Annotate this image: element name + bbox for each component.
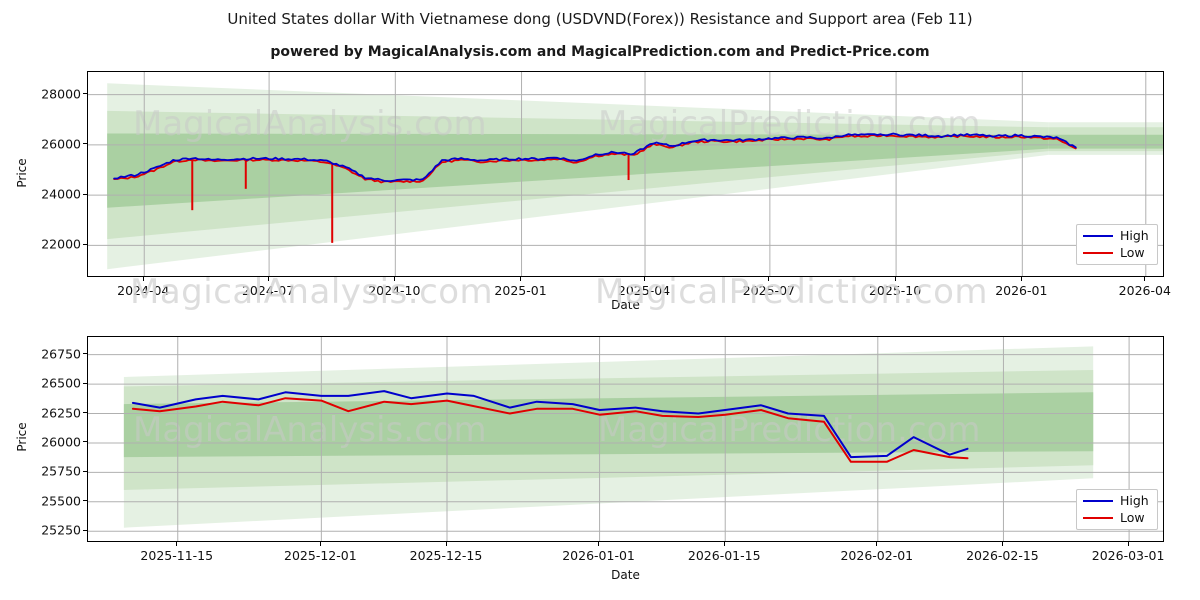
- svg-text:MagicalPrediction.com: MagicalPrediction.com: [598, 410, 981, 450]
- y-tick-label: 25250: [41, 522, 81, 538]
- svg-text:MagicalAnalysis.com: MagicalAnalysis.com: [133, 104, 487, 144]
- x-tick-label: 2026-01: [995, 283, 1048, 298]
- y-axis-label-top: Price: [15, 158, 29, 188]
- x-tick-label: 2026-03-01: [1091, 548, 1165, 563]
- zoom-chart-svg: MagicalAnalysis.com MagicalPrediction.com: [88, 337, 1163, 541]
- y-tick-mark: [83, 143, 87, 145]
- legend-swatch-low-zoom: [1083, 516, 1113, 519]
- legend-item-low[interactable]: Low: [1083, 244, 1149, 260]
- x-tick-mark: [1127, 542, 1129, 546]
- x-tick-label: 2026-04: [1118, 283, 1171, 298]
- x-tick-mark: [520, 277, 522, 281]
- x-tick-mark: [393, 277, 395, 281]
- x-tick-label: 2024-10: [368, 283, 421, 298]
- legend-label-low-zoom: Low: [1120, 509, 1145, 525]
- legend-label-low: Low: [1120, 244, 1145, 260]
- x-tick-label: 2025-10: [868, 283, 922, 298]
- x-axis-label-top: Date: [611, 298, 640, 312]
- x-tick-label: 2025-12-15: [409, 548, 483, 563]
- y-tick-label: 25500: [41, 493, 81, 509]
- x-tick-mark: [643, 277, 645, 281]
- legend-item-high[interactable]: High: [1083, 228, 1149, 243]
- legend-item-high-zoom[interactable]: High: [1083, 493, 1149, 508]
- legend-label-high: High: [1120, 228, 1149, 243]
- y-tick-mark: [83, 529, 87, 531]
- x-tick-mark: [768, 277, 770, 281]
- x-tick-label: 2025-07: [742, 283, 795, 298]
- x-tick-label: 2024-07: [241, 283, 295, 298]
- x-tick-mark: [267, 277, 269, 281]
- x-tick-mark: [723, 542, 725, 546]
- x-tick-mark: [1001, 542, 1003, 546]
- y-tick-mark: [83, 500, 87, 502]
- y-tick-mark: [83, 441, 87, 443]
- x-tick-mark: [1020, 277, 1022, 281]
- y-tick-mark: [83, 382, 87, 384]
- x-tick-mark: [598, 542, 600, 546]
- x-tick-mark: [142, 277, 144, 281]
- y-tick-mark: [83, 193, 87, 195]
- y-tick-label: 26000: [41, 136, 81, 152]
- y-tick-label: 24000: [41, 186, 81, 202]
- y-tick-label: 25750: [41, 463, 81, 479]
- y-tick-label: 26750: [41, 346, 81, 362]
- legend-label-high-zoom: High: [1120, 493, 1149, 508]
- plot-area-overview: MagicalAnalysis.com MagicalPrediction.com: [87, 71, 1164, 277]
- x-tick-label: 2025-12-01: [284, 548, 357, 563]
- y-axis-label-bottom: Price: [15, 422, 29, 452]
- x-tick-label: 2025-11-15: [140, 548, 214, 563]
- plot-area-zoom: MagicalAnalysis.com MagicalPrediction.com: [87, 336, 1164, 542]
- legend-swatch-high-zoom: [1083, 500, 1113, 503]
- x-tick-label: 2025-01: [494, 283, 547, 298]
- legend-item-low-zoom[interactable]: Low: [1083, 509, 1149, 525]
- page-subtitle: powered by MagicalAnalysis.com and Magic…: [270, 44, 930, 60]
- legend-overview[interactable]: High Low: [1076, 224, 1158, 265]
- x-tick-label: 2025-04: [617, 283, 671, 298]
- x-tick-label: 2024-04: [117, 283, 170, 298]
- page-title: United States dollar With Vietnamese don…: [227, 10, 973, 28]
- x-tick-label: 2026-01-15: [687, 548, 761, 563]
- x-tick-label: 2026-02-01: [840, 548, 914, 563]
- legend-swatch-low: [1083, 251, 1113, 254]
- x-tick-mark: [876, 542, 878, 546]
- x-tick-label: 2026-01-01: [562, 548, 635, 563]
- y-tick-mark: [83, 353, 87, 355]
- y-tick-mark: [83, 412, 87, 413]
- y-tick-label: 22000: [41, 236, 81, 252]
- x-tick-mark: [1144, 277, 1146, 281]
- x-tick-mark: [319, 542, 321, 546]
- x-tick-mark: [176, 542, 178, 546]
- y-tick-label: 26250: [41, 405, 81, 420]
- svg-text:MagicalAnalysis.com: MagicalAnalysis.com: [133, 410, 487, 450]
- y-tick-mark: [83, 470, 87, 472]
- y-tick-label: 26000: [41, 434, 81, 450]
- y-tick-label: 26500: [41, 375, 81, 391]
- y-tick-label: 28000: [41, 86, 81, 102]
- legend-swatch-high: [1083, 235, 1113, 238]
- legend-zoom[interactable]: High Low: [1076, 489, 1158, 530]
- y-tick-mark: [83, 243, 87, 245]
- x-tick-mark: [894, 277, 896, 281]
- x-tick-label: 2026-02-15: [966, 548, 1039, 563]
- overview-chart-svg: MagicalAnalysis.com MagicalPrediction.com: [88, 72, 1163, 276]
- x-tick-mark: [445, 542, 447, 546]
- x-axis-label-bottom: Date: [611, 568, 640, 582]
- y-tick-mark: [83, 93, 87, 95]
